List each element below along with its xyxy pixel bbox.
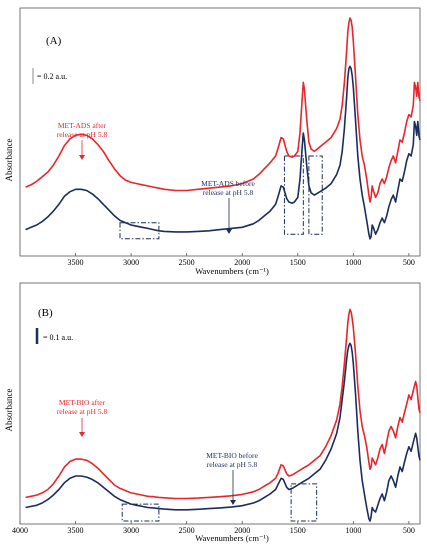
panel-b-before-annotation-line1: MET-BIO before	[206, 451, 258, 460]
panel-a-series-before-line	[25, 65, 421, 240]
panel-b-highlight-box-2	[290, 483, 318, 522]
panel-a-highlight-box-3	[308, 155, 323, 235]
panel-b-highlight-box-1	[121, 503, 160, 522]
panel-a-x-tick-label-3500: 3500	[68, 258, 84, 267]
panel-a-after-annotation-line1: MET-ADS after	[58, 121, 107, 130]
panel-a-scale-bar-label: = 0.2 a.u.	[37, 72, 67, 81]
panel-b-highlight-boxes	[121, 483, 318, 522]
panel-b-frame	[19, 282, 421, 525]
panel-a-x-tick-label-1000: 1000	[345, 258, 361, 267]
panel-a-label: (A)	[46, 35, 62, 47]
panel-a-series-after-line	[25, 17, 421, 203]
panel-a-x-tick-label-3000: 3000	[123, 258, 139, 267]
panel-a-highlight-box-2	[283, 155, 304, 235]
panel-b-y-axis-label: Absorbance	[4, 389, 14, 432]
panel-b-after-arrowhead	[79, 432, 85, 437]
panel-b-series-after-line	[25, 308, 421, 500]
panel-b-after-annotation-line1: MET-BIO after	[59, 398, 106, 407]
panel-a-x-tick-label-2000: 2000	[234, 258, 250, 267]
panel-b-before-annotation-line2: release at pH 5.8	[207, 460, 258, 469]
panel-a: (A) = 0.2 a.u. Absorbance MET-ADS after …	[4, 7, 421, 276]
panel-b-x-tick-label-3000: 3000	[123, 526, 139, 535]
panel-b: (B) = 0.1 a.u. Absorbance MET-BIO after …	[4, 282, 421, 543]
panel-a-x-axis-label: Wavenumbers (cm⁻¹)	[195, 266, 269, 276]
panel-b-series-before-line	[25, 342, 421, 522]
panel-a-x-tick-label-1500: 1500	[290, 258, 306, 267]
panel-b-after-annotation-line2: release at pH 5.8	[57, 407, 108, 416]
panel-a-x-tick-label-2500: 2500	[179, 258, 195, 267]
panel-a-x-tick-label-500: 500	[403, 258, 415, 267]
panel-a-after-arrowhead	[79, 155, 85, 160]
panel-b-label: (B)	[38, 307, 53, 319]
panel-b-x-tick-label-1000: 1000	[345, 526, 361, 535]
panel-b-x-tick-label-3500: 3500	[68, 526, 84, 535]
panel-a-before-annotation-line1: MET-ADS before	[201, 179, 255, 188]
panel-a-y-axis-label: Absorbance	[4, 139, 14, 182]
panel-b-x-tick-label-4000: 4000	[12, 526, 28, 535]
panel-b-x-tick-label-2000: 2000	[234, 526, 250, 535]
panel-b-x-tick-label-1500: 1500	[290, 526, 306, 535]
panel-b-x-tick-label-500: 500	[403, 526, 415, 535]
panel-a-x-axis-ticks: 3500 3000 2500 2000 1500 1000 500	[68, 253, 415, 267]
panel-a-before-annotation-line2: release at pH 5.8	[203, 188, 254, 197]
panel-a-after-annotation-line2: release at pH 5.8	[57, 130, 108, 139]
panel-b-before-arrowhead	[230, 500, 236, 505]
panel-b-x-tick-label-2500: 2500	[179, 526, 195, 535]
panel-b-x-axis-ticks: 4000 3500 3000 2500 2000 1500 1000 500	[12, 521, 415, 535]
panel-a-frame	[19, 7, 421, 257]
panel-b-x-axis-label: Wavenumbers (cm⁻¹)	[195, 533, 269, 543]
panel-b-scale-bar-label: = 0.1 a.u.	[43, 333, 73, 342]
panel-a-before-arrowhead	[226, 229, 232, 234]
